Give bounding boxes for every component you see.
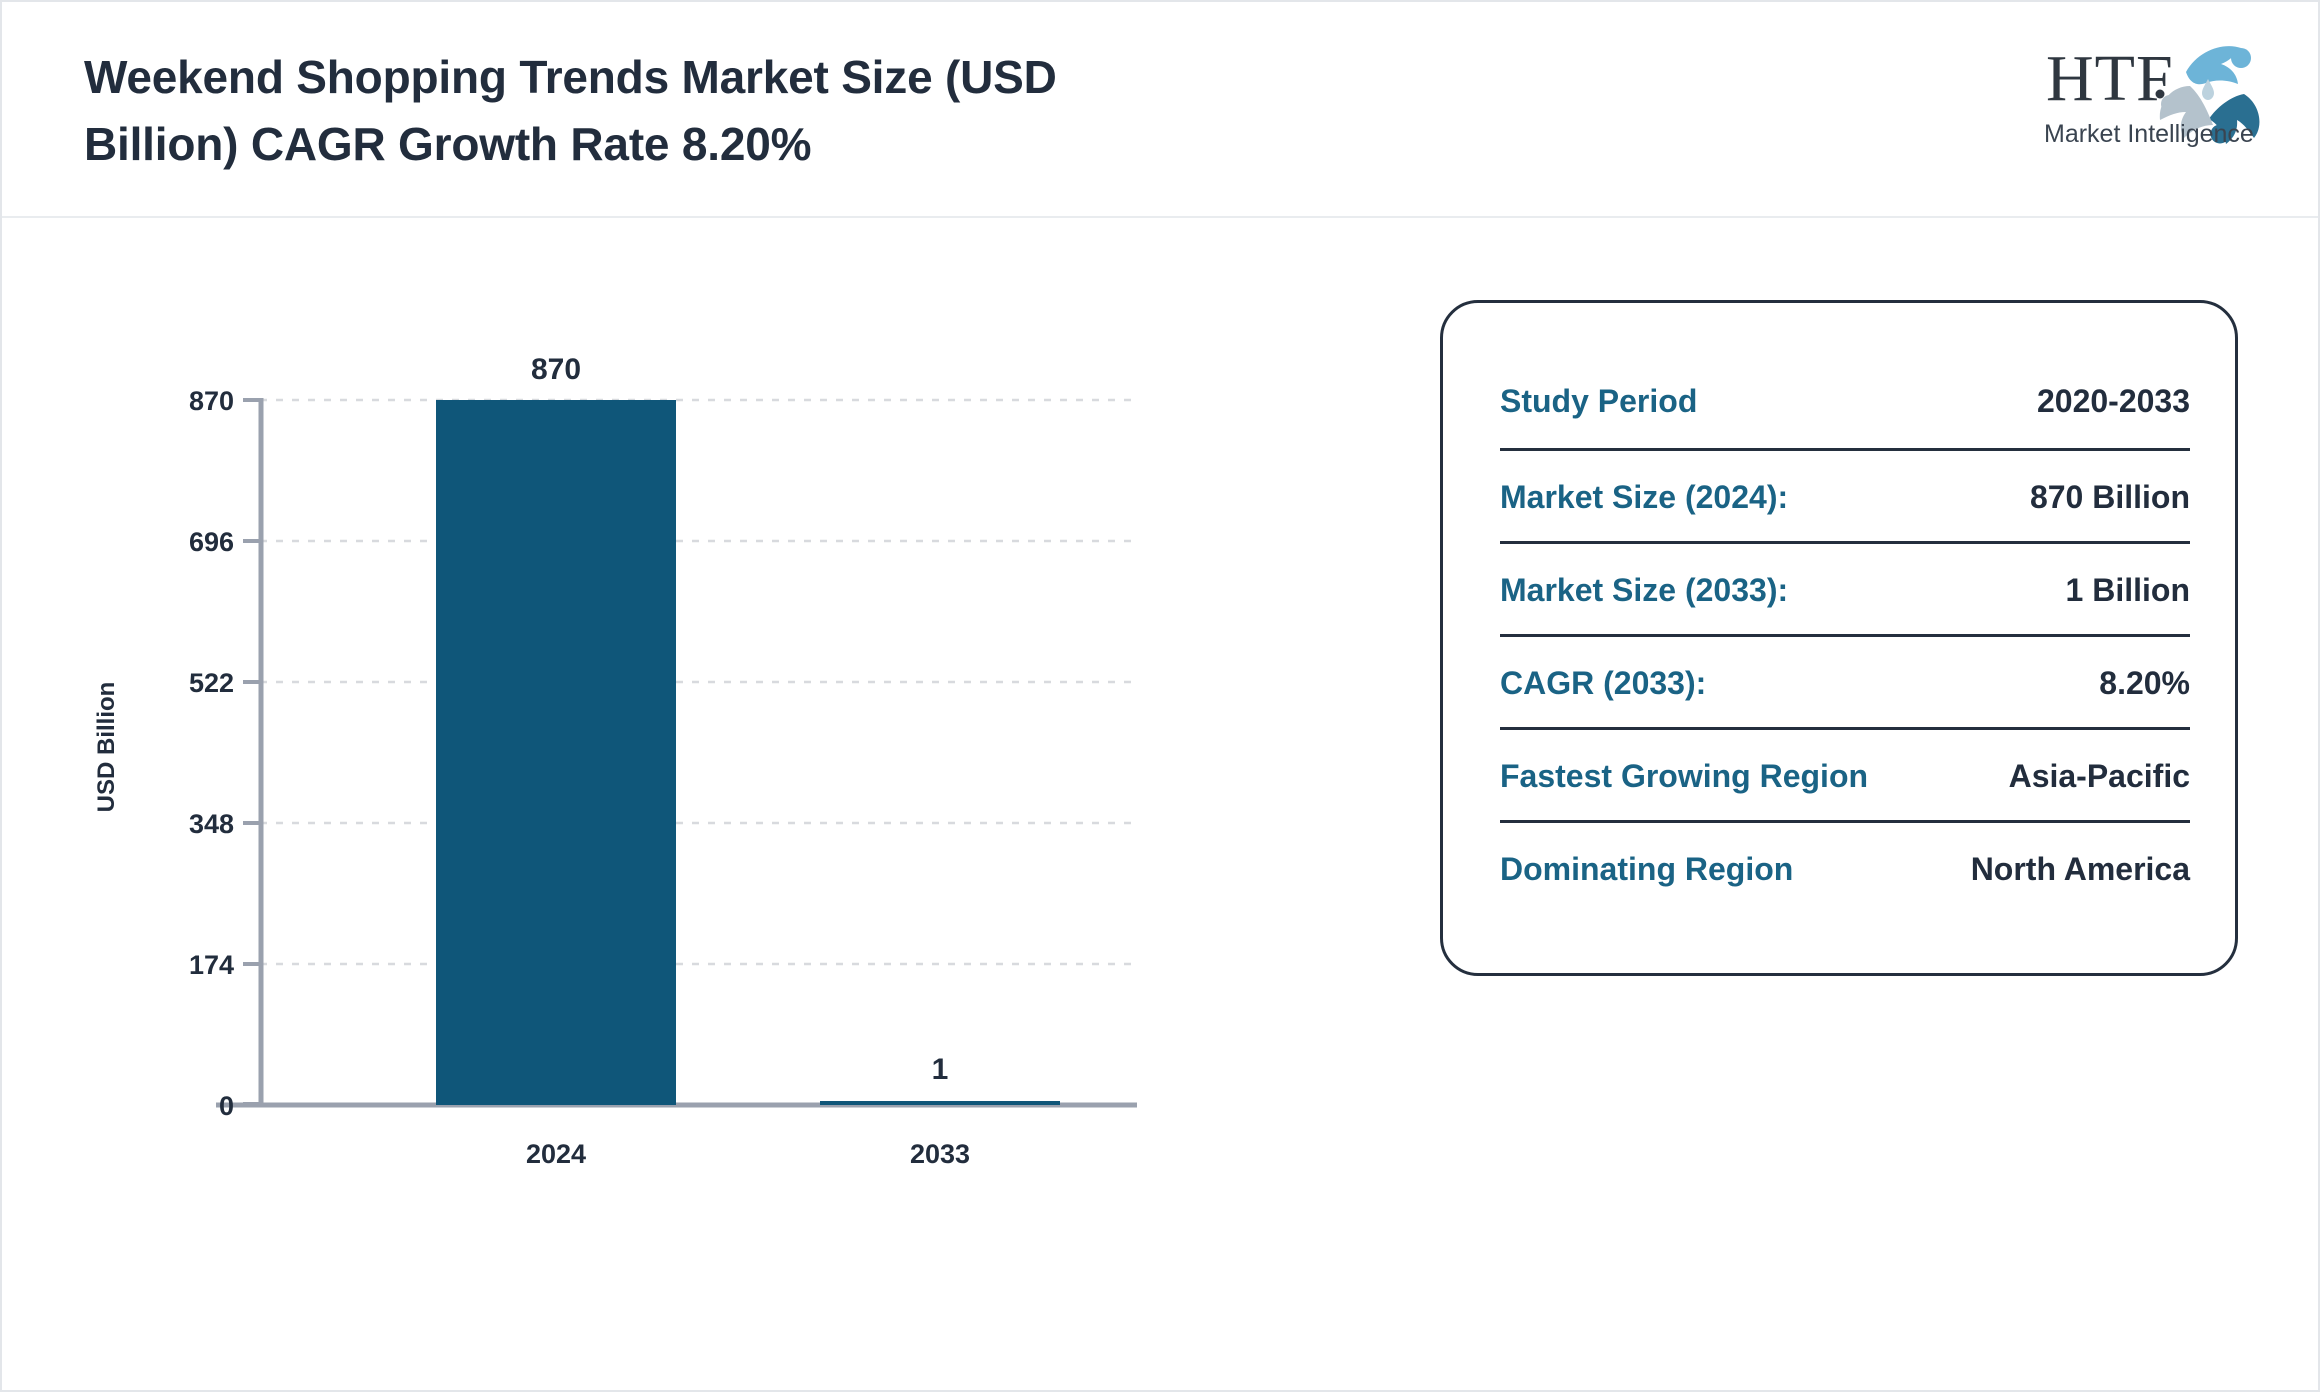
x-tick-label-2033: 2033: [910, 1139, 970, 1169]
y-tick-label-0: 0: [219, 1091, 234, 1121]
chart-gridlines: [260, 398, 1137, 1106]
summary-row-cagr-2033: CAGR (2033): 8.20%: [1500, 634, 2190, 727]
y-axis-title: USD Billion: [93, 682, 120, 813]
summary-row-value: 1 Billion: [2065, 572, 2190, 608]
summary-row-value: 2020-2033: [2036, 383, 2190, 419]
summary-row-value: 8.20%: [2099, 665, 2190, 701]
bar-chart: 870 696 522 348 174 0 USD Billion 870 1 …: [2, 218, 1322, 1390]
htf-people-circle-icon: [2159, 46, 2260, 144]
summary-row-label: Dominating Region: [1500, 851, 1794, 887]
bar-value-label-2024: 870: [531, 353, 581, 386]
y-tick-label-348: 348: [189, 809, 234, 839]
summary-row-list: Study Period 2020-2033 Market Size (2024…: [1500, 355, 2190, 913]
summary-row-value: North America: [1970, 851, 2190, 887]
y-tick-label-522: 522: [189, 668, 234, 698]
htf-market-intelligence-logo: HTF Market Intell: [2038, 34, 2270, 152]
bar-value-label-2033: 1: [932, 1053, 949, 1086]
market-summary-card: Study Period 2020-2033 Market Size (2024…: [1440, 300, 2238, 976]
summary-row-dominating-region: Dominating Region North America: [1500, 820, 2190, 913]
x-tick-label-2024: 2024: [526, 1139, 586, 1169]
summary-row-market-size-2033: Market Size (2033): 1 Billion: [1500, 541, 2190, 634]
summary-row-label: CAGR (2033):: [1500, 665, 1707, 701]
y-tick-label-696: 696: [189, 527, 234, 557]
summary-row-label: Study Period: [1500, 383, 1698, 419]
y-axis-ticks: [243, 398, 261, 1106]
bar-2033[interactable]: [820, 1101, 1060, 1105]
summary-row-value: 870 Billion: [2029, 479, 2190, 515]
logo-dot-icon: [2155, 89, 2165, 99]
page-title: Weekend Shopping Trends Market Size (USD…: [84, 51, 1057, 170]
header-bar: Weekend Shopping Trends Market Size (USD…: [2, 2, 2318, 218]
summary-row-value: Asia-Pacific: [2008, 758, 2190, 794]
y-tick-label-174: 174: [189, 950, 234, 980]
summary-row-study-period: Study Period 2020-2033: [1500, 355, 2190, 448]
summary-row-label: Market Size (2024):: [1500, 479, 1789, 515]
logo-tagline-text: Market Intelligence: [2044, 120, 2254, 148]
summary-row-fastest-growing-region: Fastest Growing Region Asia-Pacific: [1500, 727, 2190, 820]
summary-row-label: Market Size (2033):: [1500, 572, 1789, 608]
bar-2024[interactable]: [436, 400, 676, 1105]
summary-row-label: Fastest Growing Region: [1500, 758, 1869, 794]
summary-row-market-size-2024: Market Size (2024): 870 Billion: [1500, 448, 2190, 541]
y-tick-label-870: 870: [189, 386, 234, 416]
logo-wordmark-text: HTF: [2046, 42, 2174, 115]
